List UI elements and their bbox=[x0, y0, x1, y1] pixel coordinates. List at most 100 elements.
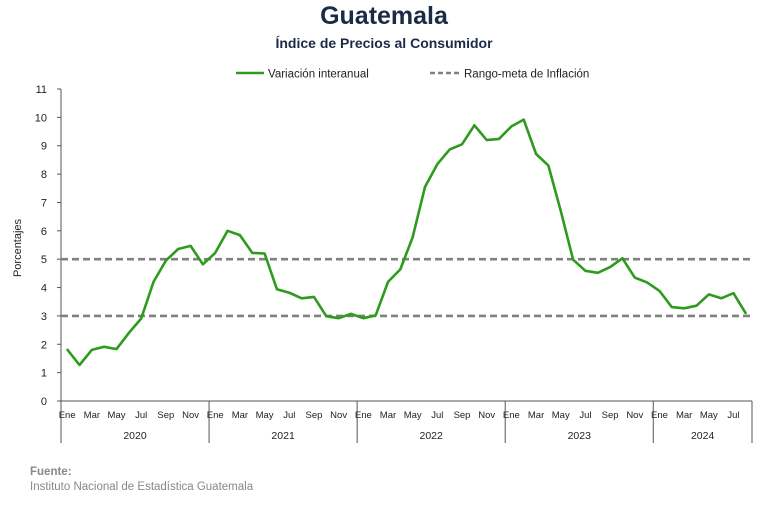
x-tick-label: May bbox=[552, 410, 570, 421]
source-note: Fuente: Instituto Nacional de Estadístic… bbox=[30, 466, 253, 493]
x-tick-label: Ene bbox=[355, 410, 372, 421]
series-point bbox=[387, 280, 389, 283]
series-point bbox=[485, 139, 488, 141]
series-point bbox=[707, 293, 710, 296]
series-point bbox=[127, 332, 130, 334]
series-point bbox=[535, 153, 537, 155]
x-tick-label: Ene bbox=[651, 410, 668, 421]
y-axis-label: Porcentajes bbox=[12, 218, 24, 277]
legend-band-label: Rango-meta de Inflación bbox=[464, 69, 589, 81]
y-tick-label: 9 bbox=[41, 141, 47, 153]
y-tick-label: 3 bbox=[41, 311, 47, 323]
x-tick-label: Jul bbox=[283, 410, 295, 421]
series-line-variacion-interanual bbox=[66, 118, 747, 367]
x-tick-label: Jul bbox=[431, 410, 443, 421]
legend: Variación interanual Rango-meta de Infla… bbox=[236, 69, 589, 81]
source-text: Instituto Nacional de Estadística Guatem… bbox=[30, 481, 254, 493]
series-point bbox=[362, 317, 365, 320]
series-point bbox=[226, 229, 229, 232]
legend-series-label: Variación interanual bbox=[268, 69, 369, 81]
x-tick-label: Nov bbox=[330, 410, 347, 421]
axes: 0 1 2 3 4 5 6 7 8 9 10 11 Ene Mar May Jul Sep Nov Ene Mar Ma… bbox=[35, 84, 753, 443]
series-point bbox=[276, 288, 278, 291]
series-point bbox=[695, 304, 698, 307]
series-point bbox=[473, 124, 476, 127]
series-point bbox=[239, 234, 241, 236]
x-tick-label: Sep bbox=[454, 410, 471, 421]
series-point bbox=[152, 280, 155, 283]
series-point bbox=[732, 292, 735, 295]
series-point bbox=[670, 306, 673, 309]
series-point bbox=[374, 314, 377, 317]
y-tick-label: 2 bbox=[41, 339, 47, 351]
chart-subtitle: Índice de Precios al Consumidor bbox=[275, 35, 493, 51]
series bbox=[66, 118, 747, 367]
series-point bbox=[609, 266, 611, 269]
year-label: 2020 bbox=[123, 430, 147, 442]
series-point bbox=[140, 317, 143, 320]
series-point bbox=[683, 307, 686, 310]
source-label: Fuente: bbox=[30, 466, 72, 478]
x-tick-label: May bbox=[700, 410, 718, 421]
series-point bbox=[498, 138, 500, 140]
chart: Variación interanual Rango-meta de Infla… bbox=[12, 69, 753, 443]
x-tick-label: Sep bbox=[602, 410, 619, 421]
y-tick-label: 7 bbox=[41, 197, 47, 209]
x-tick-label: Nov bbox=[626, 410, 643, 421]
series-point bbox=[510, 125, 513, 128]
series-point bbox=[572, 258, 574, 261]
x-tick-label: Mar bbox=[84, 410, 100, 421]
x-tick-label: Ene bbox=[59, 410, 76, 421]
series-point bbox=[658, 290, 661, 292]
series-point bbox=[78, 364, 81, 366]
series-point bbox=[399, 268, 402, 271]
series-point bbox=[313, 296, 315, 298]
year-label: 2024 bbox=[691, 430, 715, 442]
series-point bbox=[90, 349, 93, 351]
year-label: 2021 bbox=[271, 430, 295, 442]
series-point bbox=[288, 291, 291, 294]
x-tick-label: Ene bbox=[503, 410, 520, 421]
x-tick-label: Ene bbox=[207, 410, 224, 421]
series-point bbox=[214, 252, 217, 254]
series-point bbox=[263, 252, 266, 255]
x-tick-label: Sep bbox=[157, 410, 174, 421]
y-tick-label: 10 bbox=[35, 112, 47, 124]
x-tick-label: May bbox=[404, 410, 422, 421]
series-point bbox=[424, 185, 426, 188]
series-point bbox=[646, 281, 649, 284]
series-point bbox=[448, 148, 451, 151]
series-point bbox=[189, 244, 192, 247]
series-point bbox=[66, 348, 69, 351]
x-tick-label: Jul bbox=[727, 410, 739, 421]
y-tick-label: 1 bbox=[41, 368, 47, 380]
y-tick-label: 11 bbox=[36, 84, 47, 96]
series-point bbox=[325, 315, 328, 318]
y-tick-label: 5 bbox=[41, 254, 47, 266]
x-tick-label: May bbox=[256, 410, 274, 421]
series-point bbox=[596, 271, 599, 274]
series-point bbox=[621, 257, 624, 260]
chart-title: Guatemala bbox=[320, 2, 448, 30]
series-point bbox=[559, 209, 562, 212]
series-point bbox=[744, 312, 747, 315]
y-tick-label: 6 bbox=[41, 226, 47, 238]
series-point bbox=[720, 297, 723, 300]
series-point bbox=[522, 118, 525, 121]
series-point bbox=[164, 259, 167, 262]
y-tick-label: 0 bbox=[41, 396, 47, 408]
series-point bbox=[115, 348, 118, 350]
x-tick-label: Nov bbox=[478, 410, 495, 421]
series-point bbox=[103, 345, 106, 348]
x-tick-label: Sep bbox=[306, 410, 323, 421]
x-tick-label: Mar bbox=[380, 410, 396, 421]
series-point bbox=[337, 317, 340, 320]
series-point bbox=[177, 248, 180, 250]
y-tick-label: 8 bbox=[41, 169, 47, 181]
x-tick-label: Nov bbox=[182, 410, 199, 421]
year-label: 2022 bbox=[419, 430, 443, 442]
x-tick-label: Mar bbox=[232, 410, 248, 421]
series-point bbox=[251, 252, 254, 254]
series-point bbox=[633, 276, 636, 279]
series-point bbox=[411, 236, 414, 238]
